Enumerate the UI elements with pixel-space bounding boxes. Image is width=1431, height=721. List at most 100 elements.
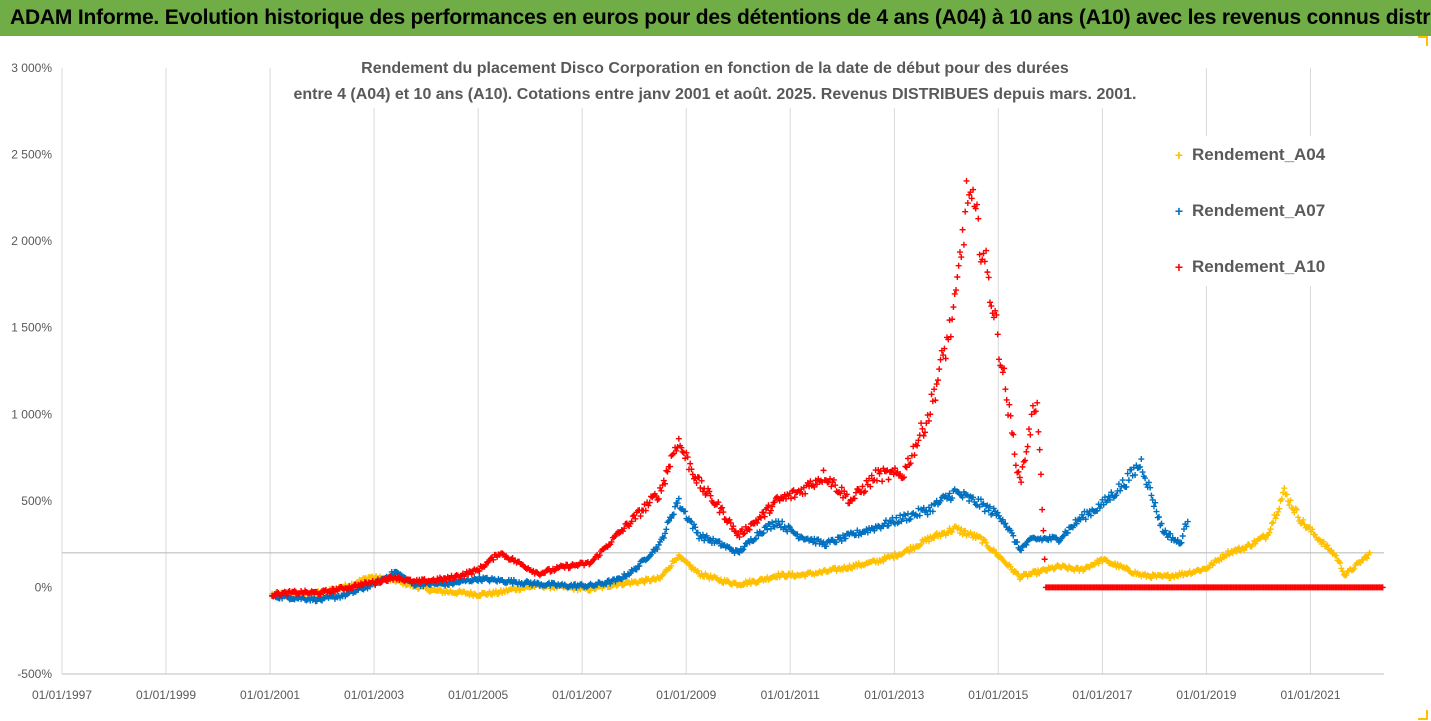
data-point xyxy=(1016,474,1023,481)
y-tick-label: 1 000% xyxy=(11,407,52,421)
data-point xyxy=(1272,515,1279,522)
data-point xyxy=(1324,542,1331,549)
data-point xyxy=(1164,571,1171,578)
data-point xyxy=(922,429,929,436)
data-point xyxy=(970,494,977,501)
data-point xyxy=(760,530,767,537)
data-point xyxy=(377,579,384,586)
data-point xyxy=(1150,503,1157,510)
data-point xyxy=(999,516,1006,523)
data-point xyxy=(484,591,491,598)
data-point xyxy=(993,549,1000,556)
data-point xyxy=(1082,516,1089,523)
data-point xyxy=(1351,565,1358,572)
data-point xyxy=(642,507,649,514)
data-point xyxy=(1037,471,1044,478)
data-point xyxy=(476,568,483,575)
data-point xyxy=(981,258,988,265)
y-tick-label: 1 500% xyxy=(11,321,52,335)
data-point xyxy=(608,538,615,545)
frame-corner xyxy=(1418,36,1428,46)
data-point xyxy=(950,304,957,311)
data-point xyxy=(958,254,965,261)
data-point xyxy=(1123,564,1130,571)
legend-label: Rendement_A10 xyxy=(1192,257,1326,276)
data-point xyxy=(873,477,880,484)
data-point xyxy=(659,534,666,541)
data-point xyxy=(1012,462,1019,469)
data-point xyxy=(664,468,671,475)
data-point xyxy=(317,591,324,598)
data-point xyxy=(730,523,737,530)
data-point xyxy=(703,532,710,539)
data-point xyxy=(871,527,878,534)
data-point xyxy=(1006,401,1013,408)
data-point xyxy=(1027,431,1034,438)
legend-label: Rendement_A04 xyxy=(1192,145,1326,164)
data-point xyxy=(914,442,921,449)
data-point xyxy=(667,463,674,470)
data-point xyxy=(679,448,686,455)
data-point xyxy=(1357,559,1364,566)
data-point xyxy=(490,556,497,563)
data-point xyxy=(384,578,391,585)
data-point xyxy=(1036,446,1043,453)
data-point xyxy=(907,515,914,522)
data-point xyxy=(706,488,713,495)
data-point xyxy=(1315,536,1322,543)
data-point xyxy=(1333,552,1340,559)
data-point xyxy=(274,588,281,595)
data-point xyxy=(1270,519,1277,526)
data-point xyxy=(693,479,700,486)
data-point xyxy=(654,496,661,503)
plus-marker-icon: + xyxy=(1174,147,1184,163)
data-point xyxy=(929,508,936,515)
data-point xyxy=(1002,520,1009,527)
data-point xyxy=(1142,475,1149,482)
data-point xyxy=(740,531,747,538)
data-point xyxy=(974,201,981,208)
data-point xyxy=(736,534,743,541)
data-point xyxy=(636,562,643,569)
data-point xyxy=(820,467,827,474)
chart-canvas: 01/01/1997 01/01/1999 01/01/2001 01/01/2003… xyxy=(11,61,1386,702)
data-point xyxy=(1184,518,1191,525)
data-point xyxy=(689,471,696,478)
data-point xyxy=(920,432,927,439)
data-point xyxy=(843,491,850,498)
data-point xyxy=(668,562,675,569)
data-point xyxy=(757,514,764,521)
data-point xyxy=(830,476,837,483)
data-point xyxy=(1024,443,1031,450)
data-point xyxy=(1032,408,1039,415)
data-point xyxy=(633,566,640,573)
x-tick-label: 01/01/2001 xyxy=(240,688,300,702)
data-point xyxy=(716,538,723,545)
data-point xyxy=(674,500,681,507)
data-point xyxy=(678,444,685,451)
data-point xyxy=(931,386,938,393)
data-point xyxy=(1379,584,1386,591)
data-point xyxy=(927,411,934,418)
data-point xyxy=(1105,493,1112,500)
data-point xyxy=(879,478,886,485)
data-point xyxy=(932,397,939,404)
chart-title-line2: entre 4 (A04) et 10 ans (A10). Cotations… xyxy=(293,86,1137,103)
data-point xyxy=(983,247,990,254)
data-point xyxy=(1295,514,1302,521)
data-point xyxy=(754,519,761,526)
data-point xyxy=(781,523,788,530)
data-point xyxy=(1267,526,1274,533)
data-point xyxy=(1078,511,1085,518)
data-point xyxy=(1025,426,1032,433)
data-point xyxy=(994,509,1001,516)
data-point xyxy=(705,485,712,492)
data-point xyxy=(1252,540,1259,547)
data-point xyxy=(1101,494,1108,501)
data-point xyxy=(1204,565,1211,572)
data-point xyxy=(901,474,908,481)
data-point xyxy=(981,508,988,515)
data-point xyxy=(646,499,653,506)
data-point xyxy=(1301,521,1308,528)
data-point xyxy=(655,495,662,502)
